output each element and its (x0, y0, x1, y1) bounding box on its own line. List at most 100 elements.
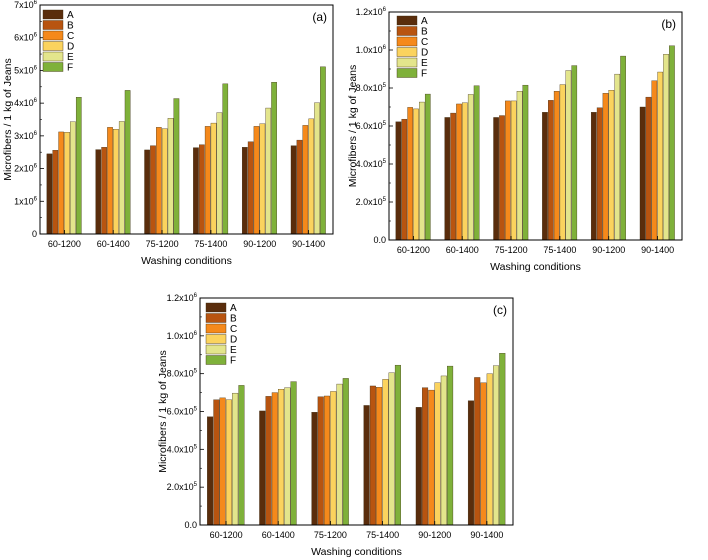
y-tick-label: 5x106 (14, 65, 38, 75)
chart-panel-b: 0.0 2.0x105 4.0x105 6.0x105 8.0x105 1.0x106 1.… (347, 7, 683, 273)
x-tick-label: 90-1400 (470, 530, 503, 540)
bar-c-90-1400 (651, 80, 658, 241)
x-tick-label: 60-1200 (210, 530, 243, 540)
bar-f-75-1400 (571, 65, 578, 241)
legend-swatch-c (42, 30, 64, 41)
legend-swatch-c (396, 36, 418, 47)
y-tick-label: 2x106 (14, 164, 38, 174)
bar-d-75-1200 (161, 128, 168, 235)
bar-d-60-1400 (278, 389, 285, 526)
x-tick-label: 60-1200 (48, 239, 81, 249)
bar-a-90-1400 (290, 145, 297, 235)
y-tick-label: 8.0x105 (356, 83, 387, 93)
bar-d-60-1200 (413, 108, 419, 241)
bar-b-75-1200 (150, 145, 156, 235)
legend-label-e: E (67, 52, 74, 63)
legend-label-a: A (67, 10, 74, 21)
bar-f-60-1200 (424, 93, 431, 241)
bar-d-75-1400 (559, 84, 566, 241)
y-tick-label: 6x106 (14, 33, 38, 43)
bar-a-75-1400 (193, 147, 199, 235)
bar-c-60-1200 (407, 107, 413, 241)
y-tick-label: 4x106 (14, 98, 38, 108)
bar-f-90-1400 (499, 353, 506, 526)
bar-f-60-1400 (473, 85, 480, 241)
bar-c-75-1200 (323, 395, 330, 526)
x-tick-label: 90-1200 (243, 239, 276, 249)
legend-label-d: D (230, 335, 237, 346)
legend-label-f: F (421, 69, 427, 80)
bar-d-60-1400 (113, 129, 119, 235)
chart-panel-a: 0 1x106 2x106 3x106 4x106 5x106 6x106 7x106 60-1… (2, 0, 334, 267)
plot-frame (39, 4, 334, 235)
legend-swatch-d (42, 41, 64, 51)
bar-e-60-1200 (419, 101, 425, 241)
bar-b-75-1400 (548, 100, 554, 241)
panel-label: (a) (312, 10, 327, 24)
bar-b-90-1400 (296, 139, 303, 235)
bar-e-90-1400 (493, 365, 500, 526)
bar-c-90-1200 (428, 389, 435, 526)
legend-label-f: F (230, 356, 236, 367)
x-tick-label: 90-1200 (418, 530, 451, 540)
bar-f-60-1400 (290, 381, 297, 526)
bar-f-90-1400 (669, 45, 675, 241)
legend-label-c: C (230, 324, 237, 335)
bar-d-90-1200 (608, 90, 615, 241)
bar-c-75-1400 (376, 387, 383, 526)
bar-a-90-1400 (639, 106, 646, 241)
x-tick-label: 75-1200 (314, 530, 347, 540)
legend-label-d: D (421, 48, 428, 59)
x-tick-label: 90-1200 (592, 245, 625, 255)
y-axis-title: Microfibers / 1 kg of Jeans (157, 350, 169, 473)
bar-f-90-1200 (447, 365, 454, 526)
bar-d-75-1200 (510, 100, 517, 241)
bar-c-60-1400 (456, 103, 462, 241)
y-tick-label: 0.0 (373, 235, 386, 245)
bar-a-75-1200 (311, 412, 318, 526)
legend-swatch-e (205, 344, 227, 355)
bar-d-60-1400 (462, 102, 468, 241)
bar-b-90-1400 (645, 96, 652, 241)
bar-e-90-1200 (614, 73, 621, 241)
bar-c-60-1200 (219, 397, 226, 526)
y-tick-label: 4.0x105 (356, 159, 387, 169)
bar-f-60-1400 (124, 90, 131, 235)
y-tick-label: 4.0x105 (167, 444, 198, 454)
legend-label-b: B (67, 21, 74, 32)
bar-c-60-1400 (271, 392, 278, 526)
bar-b-60-1200 (401, 118, 408, 241)
plot-frame (388, 11, 683, 241)
bar-f-90-1200 (620, 55, 626, 241)
y-tick-label: 7x106 (14, 0, 38, 10)
bar-e-90-1400 (663, 54, 669, 241)
bar-b-60-1200 (213, 399, 220, 526)
bar-a-90-1400 (467, 400, 474, 526)
legend-label-a: A (230, 303, 237, 314)
bar-c-75-1200 (505, 100, 511, 241)
y-axis-title: Microfibers / 1 kg of Jeans (2, 58, 14, 181)
y-tick-label: 3x106 (14, 131, 38, 141)
bar-b-75-1200 (317, 396, 324, 526)
bar-b-60-1400 (450, 112, 456, 241)
bar-e-75-1400 (565, 70, 572, 241)
bar-b-90-1200 (422, 387, 429, 526)
y-tick-label: 1.2x106 (167, 293, 198, 303)
bar-d-90-1200 (259, 123, 266, 235)
bar-e-90-1200 (265, 107, 272, 235)
bar-b-90-1400 (474, 377, 481, 526)
x-tick-label: 75-1400 (194, 239, 227, 249)
legend-label-e: E (421, 58, 428, 69)
bar-a-75-1200 (144, 149, 150, 235)
panel-label: (b) (661, 17, 676, 31)
x-tick-label: 75-1200 (146, 239, 179, 249)
y-axis-title: Microfibers / 1 kg of Jeans (347, 65, 359, 188)
y-tick-label: 8.0x105 (167, 369, 198, 379)
legend-label-b: B (421, 27, 428, 38)
x-tick-label: 75-1200 (495, 245, 528, 255)
x-tick-label: 90-1400 (292, 239, 325, 249)
bar-d-75-1400 (210, 122, 217, 235)
y-tick-label: 6.0x105 (356, 121, 387, 131)
bar-e-75-1400 (388, 372, 395, 526)
bar-a-60-1400 (444, 117, 451, 241)
